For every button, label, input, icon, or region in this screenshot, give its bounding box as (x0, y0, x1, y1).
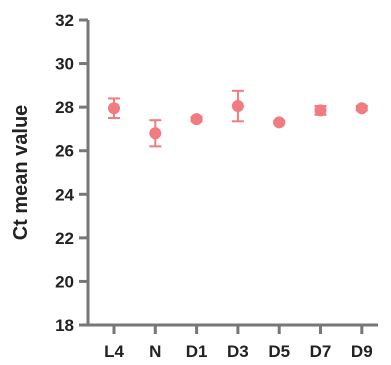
y-tick-label: 18 (55, 316, 74, 335)
y-tick-label: 30 (55, 55, 74, 74)
x-tick-label: D5 (268, 342, 290, 361)
data-point (314, 104, 327, 117)
y-tick-label: 28 (55, 98, 74, 117)
x-tick-label: D7 (310, 342, 332, 361)
y-axis-title: Ct mean value (10, 105, 32, 241)
y-tick-label: 20 (55, 272, 74, 291)
data-point (149, 127, 162, 140)
x-tick-label: L4 (104, 342, 124, 361)
data-point-group (108, 97, 120, 120)
y-axis: 18 20 22 24 26 28 30 32 (55, 11, 90, 335)
y-tick-label: 24 (55, 185, 74, 204)
x-tick-label: D1 (186, 342, 208, 361)
y-tick-label: 32 (55, 11, 74, 30)
data-point (273, 116, 286, 129)
data-point-group (190, 113, 203, 126)
x-tick-label: D9 (351, 342, 373, 361)
x-axis: L4 N D1 D3 D5 D7 D9 (88, 323, 378, 361)
data-points (108, 89, 368, 148)
data-point (355, 102, 368, 115)
data-point (231, 100, 244, 113)
data-point-group (149, 119, 162, 148)
x-tick-label: D3 (227, 342, 249, 361)
data-point-group (231, 89, 244, 123)
data-point-group (314, 104, 327, 117)
y-tick-label: 26 (55, 142, 74, 161)
data-point-group (273, 116, 286, 129)
data-point-group (355, 102, 368, 115)
x-tick-label: N (149, 342, 161, 361)
y-tick-label: 22 (55, 229, 74, 248)
data-point (190, 113, 203, 126)
data-point (108, 102, 120, 115)
